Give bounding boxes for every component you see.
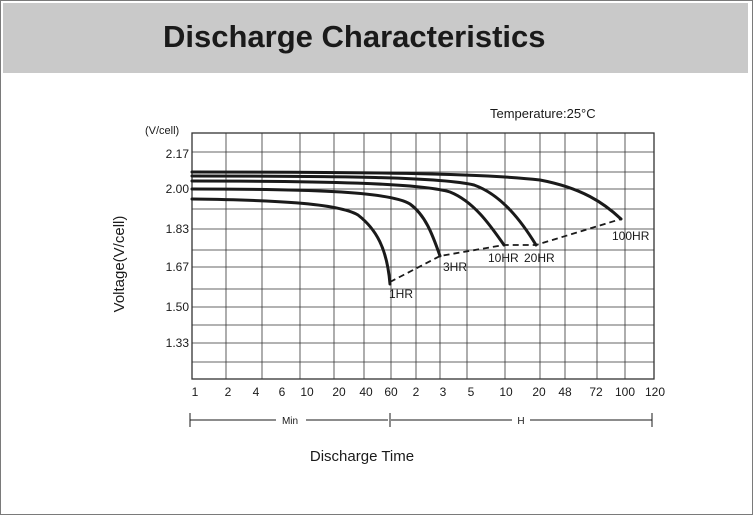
temperature-annotation: Temperature:25°C bbox=[490, 106, 596, 121]
x-tick-label: 3 bbox=[440, 385, 447, 399]
series-label: 100HR bbox=[612, 229, 650, 243]
x-tick-label: 2 bbox=[225, 385, 232, 399]
series-line-10hr bbox=[190, 179, 506, 247]
series-label: 1HR bbox=[389, 287, 413, 301]
x-tick-label: 72 bbox=[589, 385, 603, 399]
series-label: 10HR bbox=[488, 251, 519, 265]
x-tick-label: 40 bbox=[359, 385, 373, 399]
y-tick-label: 1.33 bbox=[166, 336, 190, 350]
x-group-label-min: Min bbox=[282, 416, 298, 427]
x-tick-label: 120 bbox=[645, 385, 665, 399]
series-label: 3HR bbox=[443, 260, 467, 274]
chart-text: Temperature:25°C (V/cell) Voltage(V/cell… bbox=[111, 106, 665, 465]
header-bar: Discharge Characteristics bbox=[3, 3, 748, 73]
y-unit-label: (V/cell) bbox=[145, 125, 179, 137]
x-group-label-h: H bbox=[517, 416, 524, 427]
x-tick-label: 100 bbox=[615, 385, 635, 399]
y-tick-label: 2.00 bbox=[166, 182, 190, 196]
x-tick-label: 20 bbox=[332, 385, 346, 399]
series-label: 20HR bbox=[524, 251, 555, 265]
series-line-1hr bbox=[190, 197, 392, 286]
y-tick-label: 2.17 bbox=[166, 147, 190, 161]
y-axis-title: Voltage(V/cell) bbox=[111, 216, 128, 313]
end-voltage-line bbox=[389, 218, 622, 283]
y-tick-label: 1.83 bbox=[166, 222, 190, 236]
y-tick-label: 1.50 bbox=[166, 300, 190, 314]
x-tick-label: 4 bbox=[253, 385, 260, 399]
x-tick-label: 5 bbox=[468, 385, 475, 399]
x-tick-label: 20 bbox=[532, 385, 546, 399]
series-line-100hr bbox=[190, 170, 623, 221]
x-axis-title: Discharge Time bbox=[310, 448, 414, 465]
plot-border bbox=[191, 132, 655, 380]
x-tick-label: 10 bbox=[499, 385, 513, 399]
x-tick-label: 6 bbox=[279, 385, 286, 399]
y-tick-label: 1.67 bbox=[166, 260, 190, 274]
x-tick-label: 2 bbox=[413, 385, 420, 399]
series-line-20hr bbox=[190, 174, 538, 247]
curves bbox=[190, 170, 623, 286]
grid bbox=[191, 132, 655, 380]
series-line-3hr bbox=[190, 187, 442, 258]
x-tick-label: 1 bbox=[192, 385, 199, 399]
x-tick-label: 10 bbox=[300, 385, 314, 399]
x-tick-label: 60 bbox=[384, 385, 398, 399]
x-tick-label: 48 bbox=[558, 385, 572, 399]
page-title: Discharge Characteristics bbox=[163, 19, 546, 54]
